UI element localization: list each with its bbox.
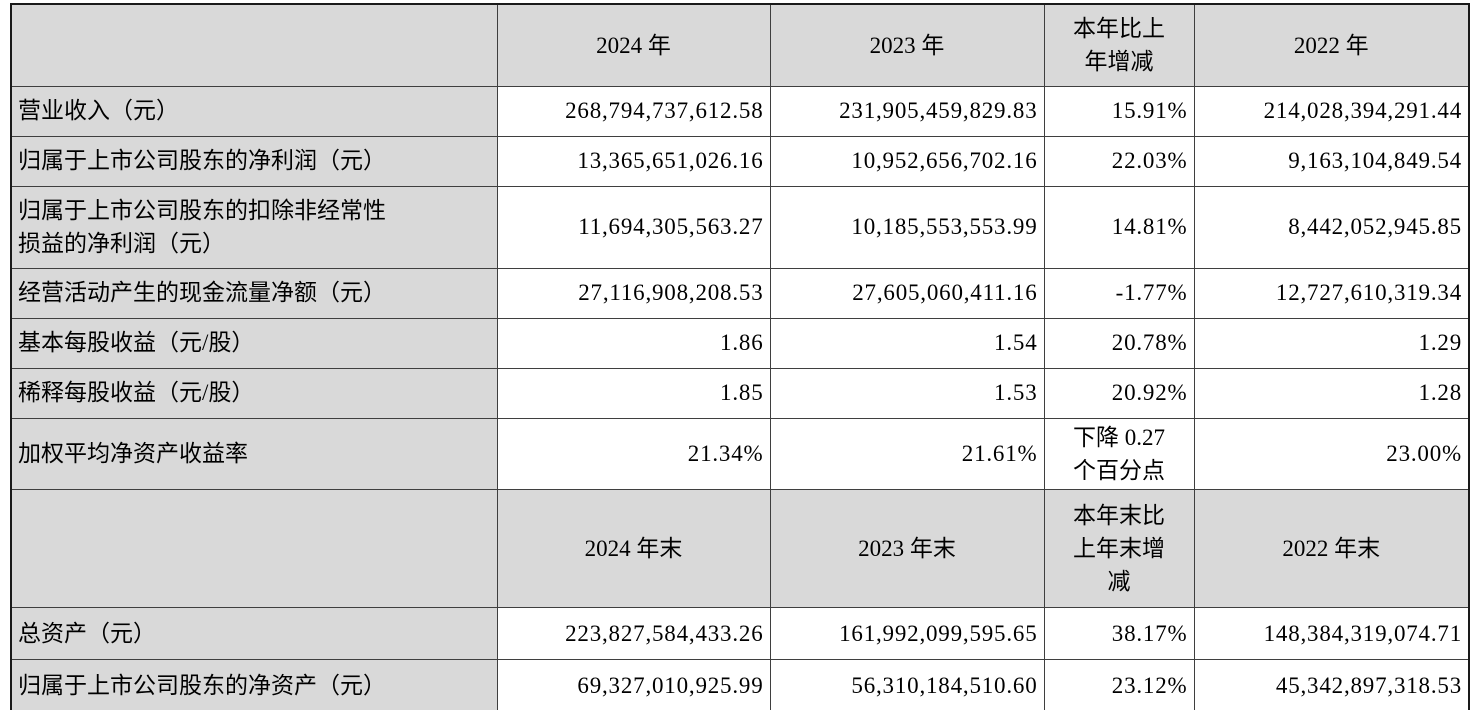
row-label: 稀释每股收益（元/股） xyxy=(10,367,498,419)
value-cell: 1.86 xyxy=(496,317,771,369)
value-cell: 1.28 xyxy=(1193,367,1470,419)
value-cell: 20.92% xyxy=(1043,367,1195,419)
row-label: 归属于上市公司股东的净资产（元） xyxy=(10,659,498,710)
column-header-2022-end: 2022 年末 xyxy=(1193,489,1470,609)
row-label: 经营活动产生的现金流量净额（元） xyxy=(10,267,498,319)
table-row-total-assets: 总资产（元） 223,827,584,433.26 161,992,099,59… xyxy=(10,607,1470,661)
header-empty-cell xyxy=(10,3,498,87)
header-empty-cell xyxy=(10,489,498,609)
value-cell: 161,992,099,595.65 xyxy=(769,607,1045,661)
column-header-year-end-change: 本年末比 上年末增 减 xyxy=(1043,489,1195,609)
table-row-net-profit: 归属于上市公司股东的净利润（元） 13,365,651,026.16 10,95… xyxy=(10,135,1470,187)
table-row-weighted-roe: 加权平均净资产收益率 21.34% 21.61% 下降 0.27 个百分点 23… xyxy=(10,417,1470,491)
value-cell: 223,827,584,433.26 xyxy=(496,607,771,661)
row-label: 总资产（元） xyxy=(10,607,498,661)
column-header-2022: 2022 年 xyxy=(1193,3,1470,87)
table-row-operating-cash-flow: 经营活动产生的现金流量净额（元） 27,116,908,208.53 27,60… xyxy=(10,267,1470,319)
value-cell: 27,605,060,411.16 xyxy=(769,267,1045,319)
value-cell: 148,384,319,074.71 xyxy=(1193,607,1470,661)
value-cell: 231,905,459,829.83 xyxy=(769,85,1045,137)
value-cell: 22.03% xyxy=(1043,135,1195,187)
header-row-annual: 2024 年 2023 年 本年比上 年增减 2022 年 xyxy=(10,3,1470,87)
row-label: 营业收入（元） xyxy=(10,85,498,137)
value-cell: 21.34% xyxy=(496,417,771,491)
table-row-diluted-eps: 稀释每股收益（元/股） 1.85 1.53 20.92% 1.28 xyxy=(10,367,1470,419)
column-header-2023: 2023 年 xyxy=(769,3,1045,87)
value-cell: -1.77% xyxy=(1043,267,1195,319)
value-cell: 21.61% xyxy=(769,417,1045,491)
value-cell: 56,310,184,510.60 xyxy=(769,659,1045,710)
column-header-2023-end: 2023 年末 xyxy=(769,489,1045,609)
row-label: 基本每股收益（元/股） xyxy=(10,317,498,369)
value-cell: 15.91% xyxy=(1043,85,1195,137)
value-cell: 214,028,394,291.44 xyxy=(1193,85,1470,137)
table-row-net-assets: 归属于上市公司股东的净资产（元） 69,327,010,925.99 56,31… xyxy=(10,659,1470,710)
value-cell: 下降 0.27 个百分点 xyxy=(1043,417,1195,491)
value-cell: 14.81% xyxy=(1043,185,1195,269)
value-cell: 69,327,010,925.99 xyxy=(496,659,771,710)
value-cell: 1.53 xyxy=(769,367,1045,419)
value-cell: 1.29 xyxy=(1193,317,1470,369)
financial-summary-table: 2024 年 2023 年 本年比上 年增减 2022 年 营业收入（元） 26… xyxy=(10,3,1470,710)
value-cell: 11,694,305,563.27 xyxy=(496,185,771,269)
value-cell: 38.17% xyxy=(1043,607,1195,661)
value-cell: 13,365,651,026.16 xyxy=(496,135,771,187)
value-cell: 45,342,897,318.53 xyxy=(1193,659,1470,710)
value-cell: 10,185,553,553.99 xyxy=(769,185,1045,269)
column-header-2024-end: 2024 年末 xyxy=(496,489,771,609)
row-label: 归属于上市公司股东的净利润（元） xyxy=(10,135,498,187)
column-header-2024: 2024 年 xyxy=(496,3,771,87)
value-cell: 268,794,737,612.58 xyxy=(496,85,771,137)
row-label: 归属于上市公司股东的扣除非经常性 损益的净利润（元） xyxy=(10,185,498,269)
value-cell: 23.12% xyxy=(1043,659,1195,710)
value-cell: 1.54 xyxy=(769,317,1045,369)
column-header-yoy-change: 本年比上 年增减 xyxy=(1043,3,1195,87)
table-row-deducted-net-profit: 归属于上市公司股东的扣除非经常性 损益的净利润（元） 11,694,305,56… xyxy=(10,185,1470,269)
value-cell: 27,116,908,208.53 xyxy=(496,267,771,319)
table-row-revenue: 营业收入（元） 268,794,737,612.58 231,905,459,8… xyxy=(10,85,1470,137)
value-cell: 9,163,104,849.54 xyxy=(1193,135,1470,187)
value-cell: 10,952,656,702.16 xyxy=(769,135,1045,187)
value-cell: 20.78% xyxy=(1043,317,1195,369)
value-cell: 8,442,052,945.85 xyxy=(1193,185,1470,269)
row-label: 加权平均净资产收益率 xyxy=(10,417,498,491)
header-row-year-end: 2024 年末 2023 年末 本年末比 上年末增 减 2022 年末 xyxy=(10,489,1470,609)
value-cell: 23.00% xyxy=(1193,417,1470,491)
value-cell: 12,727,610,319.34 xyxy=(1193,267,1470,319)
value-cell: 1.85 xyxy=(496,367,771,419)
table-row-basic-eps: 基本每股收益（元/股） 1.86 1.54 20.78% 1.29 xyxy=(10,317,1470,369)
